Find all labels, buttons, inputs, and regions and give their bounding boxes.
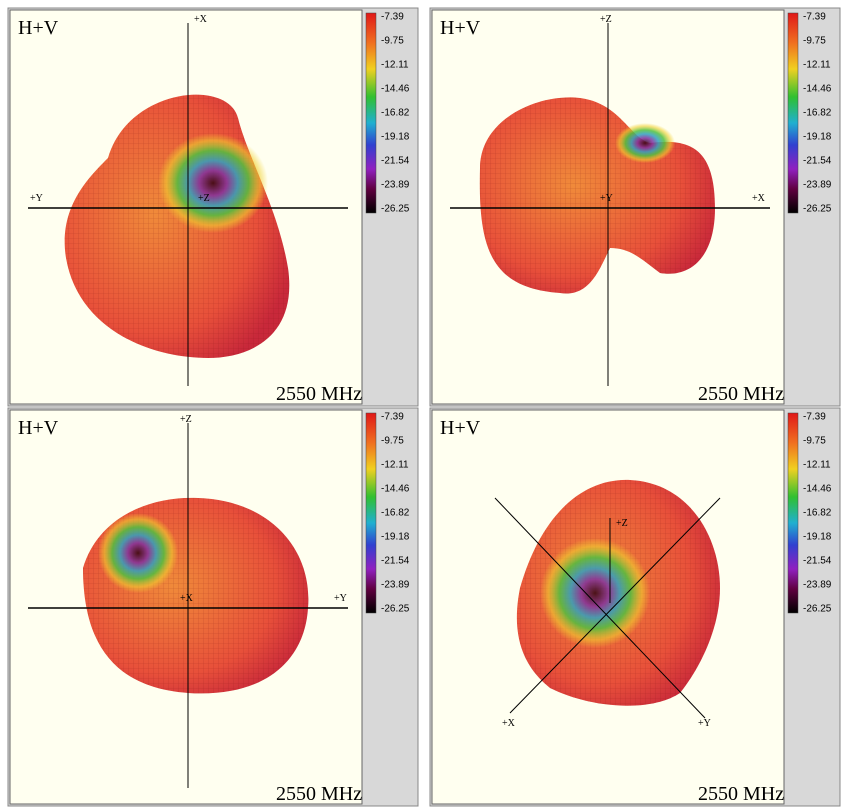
axis-label: +X: [180, 593, 194, 604]
colorbar-label: -21.54: [381, 556, 410, 567]
colorbar-label: -26.25: [803, 204, 832, 215]
pattern-null: [98, 513, 178, 593]
colorbar-label: -21.54: [803, 156, 832, 167]
panel: +Z +X +Y H+V 2550 MHz -7.39 -9.75 -12.11 -14.46 -…: [429, 407, 841, 807]
colorbar-label: -9.75: [803, 36, 826, 47]
colorbar-label: -26.25: [381, 204, 410, 215]
colorbar-label: -23.89: [803, 180, 832, 191]
colorbar: [787, 412, 799, 614]
colorbar-label: -7.39: [381, 12, 404, 23]
panel: +Z +Y +X H+V 2550 MHz -7.39 -9.75 -12.11 -14.46 -…: [7, 407, 419, 807]
colorbar-label: -21.54: [803, 556, 832, 567]
colorbar-label: -7.39: [803, 412, 826, 423]
panel: +Z +X +Y H+V 2550 MHz -7.39 -9.75 -12.11 -14.46 -…: [429, 7, 841, 407]
axis-label: +Y: [600, 193, 613, 204]
colorbar-label: -12.11: [803, 460, 831, 471]
frequency-label: 2550 MHz: [276, 783, 362, 805]
colorbar-label: -16.82: [803, 508, 832, 519]
axis-label: +Z: [198, 193, 210, 204]
pattern-null: [615, 123, 675, 163]
colorbar-label: -23.89: [381, 180, 410, 191]
pattern-null: [158, 133, 268, 233]
colorbar-label: -19.18: [381, 532, 410, 543]
colorbar-label: -26.25: [803, 604, 832, 615]
colorbar-label: -21.54: [381, 156, 410, 167]
axis-label: +Z: [600, 14, 612, 25]
colorbar: [787, 12, 799, 214]
view-label: H+V: [18, 17, 59, 39]
colorbar-label: -12.11: [381, 460, 409, 471]
colorbar-label: -14.46: [803, 484, 832, 495]
colorbar-label: -19.18: [803, 532, 832, 543]
colorbar-label: -9.75: [381, 436, 404, 447]
axis-label: +Y: [334, 593, 347, 604]
axis-label: +X: [502, 718, 516, 729]
colorbar-label: -14.46: [381, 84, 410, 95]
axis-label: +X: [752, 193, 766, 204]
colorbar-label: -16.82: [381, 508, 410, 519]
axis-line: [509, 497, 721, 714]
frequency-label: 2550 MHz: [698, 783, 784, 805]
colorbar-label: -7.39: [803, 12, 826, 23]
view-label: H+V: [440, 417, 481, 439]
view-label: H+V: [18, 417, 59, 439]
axis-label: +Z: [180, 414, 192, 425]
colorbar-label: -9.75: [803, 436, 826, 447]
colorbar-label: -19.18: [803, 132, 832, 143]
axis-line: [494, 497, 706, 719]
frequency-label: 2550 MHz: [698, 383, 784, 405]
colorbar-label: -19.18: [381, 132, 410, 143]
panel: +X +Y +Z H+V 2550 MHz -7.39 -9.75 -12.11 -14.46 -…: [7, 7, 419, 407]
view-label: H+V: [440, 17, 481, 39]
colorbar-label: -23.89: [803, 580, 832, 591]
axis-label: +Y: [30, 193, 43, 204]
colorbar-label: -9.75: [381, 36, 404, 47]
colorbar-label: -7.39: [381, 412, 404, 423]
axis-label: +X: [194, 14, 208, 25]
colorbar-label: -16.82: [803, 108, 832, 119]
axis-label: +Y: [698, 718, 711, 729]
colorbar-label: -23.89: [381, 580, 410, 591]
axis-label: +Z: [616, 518, 628, 529]
colorbar: [365, 412, 377, 614]
colorbar-label: -16.82: [381, 108, 410, 119]
colorbar-label: -14.46: [381, 484, 410, 495]
colorbar-label: -12.11: [803, 60, 831, 71]
colorbar-label: -14.46: [803, 84, 832, 95]
pattern-null: [540, 538, 650, 648]
colorbar-label: -26.25: [381, 604, 410, 615]
colorbar-label: -12.11: [381, 60, 409, 71]
colorbar: [365, 12, 377, 214]
frequency-label: 2550 MHz: [276, 383, 362, 405]
